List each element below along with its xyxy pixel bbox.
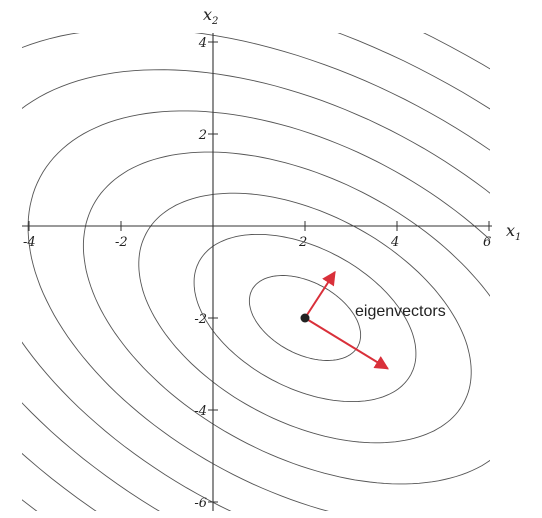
contour-ellipse — [138, 192, 472, 444]
x-tick-label: 6 — [483, 235, 491, 250]
contour-ellipse — [248, 275, 362, 361]
contour-ellipse — [22, 69, 490, 511]
x-tick-label: -2 — [115, 235, 128, 250]
contour-ellipse — [82, 151, 490, 485]
y-axis-label: x2 — [203, 5, 218, 27]
contour-ellipse — [22, 33, 490, 511]
x-tick-label: 4 — [390, 235, 399, 250]
y-tick-label: -2 — [194, 312, 207, 327]
y-tick-label: 2 — [198, 128, 207, 143]
eigenvector-arrow-2 — [304, 317, 389, 370]
y-tick-label: -6 — [194, 496, 207, 511]
eigenvector-arrow-1 — [304, 270, 336, 319]
x-tick-label: 2 — [298, 235, 307, 250]
center-point — [300, 313, 310, 323]
y-tick-label: 4 — [198, 36, 207, 51]
y-tick-label: -4 — [194, 404, 207, 419]
x-axis-label: x1 — [506, 221, 521, 243]
x-tick-label: -4 — [23, 235, 36, 250]
eigenvectors-annotation: eigenvectors — [355, 303, 446, 320]
contour-ellipse — [193, 233, 417, 403]
axis-ticks: -4 -2 2 4 6 4 2 -2 -4 -6 — [23, 36, 491, 511]
contour-ellipse — [27, 110, 490, 511]
